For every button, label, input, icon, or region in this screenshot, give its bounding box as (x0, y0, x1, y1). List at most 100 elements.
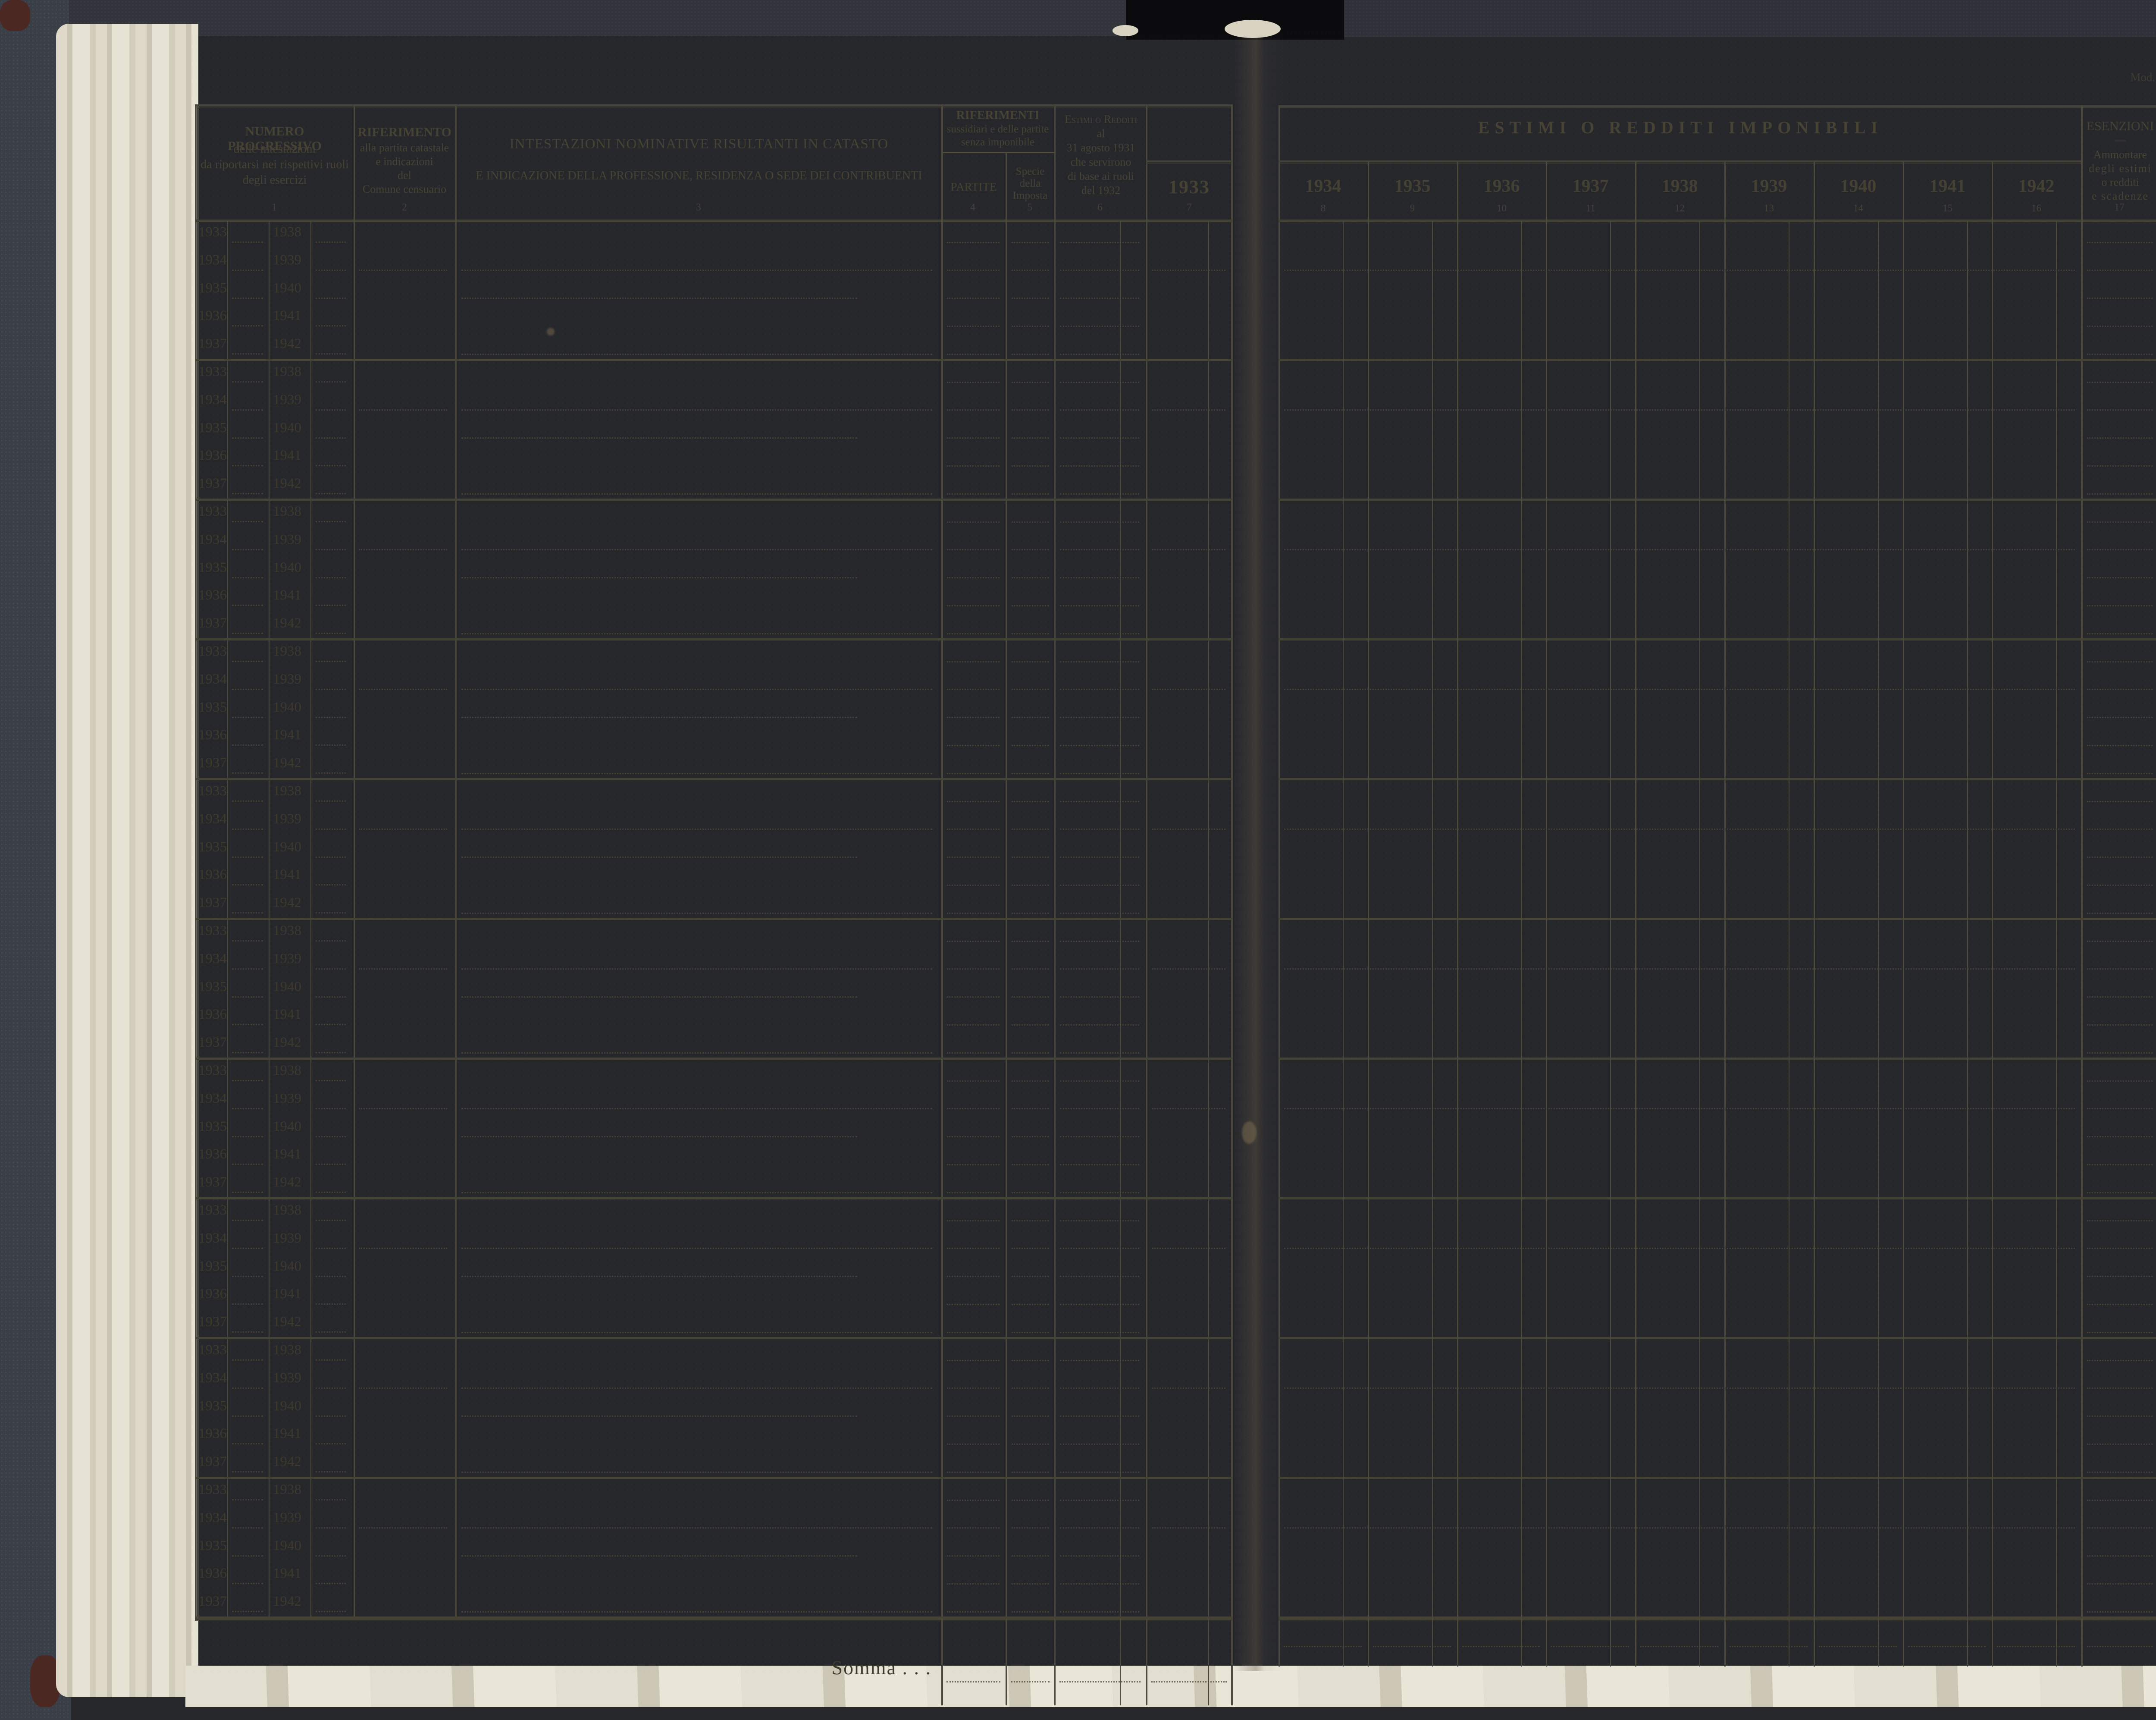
dotted-entry-line (316, 912, 346, 914)
group-bottom-rule (1279, 1477, 2156, 1479)
dotted-writing-line (947, 773, 1000, 774)
dotted-writing-line (1060, 745, 1139, 746)
dotted-writing-line (1012, 493, 1049, 495)
dotted-writing-line (947, 1108, 1000, 1109)
progressivo-row: 1934 1939 (195, 948, 354, 976)
exercise-year-left: 1933 (198, 1482, 227, 1497)
dotted-writing-line (2087, 298, 2153, 299)
dotted-writing-line (1060, 549, 1139, 550)
dotted-writing-line (2087, 968, 2153, 970)
col6-line1: Estimi o Redditi (1064, 113, 1138, 126)
dotted-writing-line (461, 1052, 932, 1054)
dotted-writing-line (1012, 717, 1049, 718)
dotted-writing-line (1060, 1472, 1139, 1473)
exercise-year-left: 1935 (198, 1398, 227, 1414)
col2-col3-separator (455, 104, 457, 1618)
dotted-entry-line (316, 297, 346, 299)
dotted-writing-line (1012, 1108, 1049, 1109)
dotted-writing-line (947, 1220, 1000, 1221)
dotted-writing-line (1060, 1500, 1139, 1501)
dotted-writing-line (2087, 801, 2153, 802)
year-label: 1940 (1840, 176, 1877, 196)
dotted-writing-line (461, 717, 857, 718)
exercise-year-left: 1937 (198, 895, 227, 911)
dotted-writing-line (2087, 326, 2153, 327)
dotted-writing-line (1060, 1387, 1139, 1389)
exercise-year-right: 1941 (273, 1007, 301, 1023)
dotted-writing-line (359, 1108, 447, 1109)
dotted-entry-line (232, 1192, 263, 1193)
year-label: 1939 (1751, 176, 1787, 196)
dotted-writing-line (1152, 409, 1225, 411)
dotted-writing-line (461, 1276, 857, 1277)
exercise-year-right: 1938 (273, 1482, 301, 1497)
dotted-writing-line (461, 1332, 932, 1333)
dotted-writing-line (2087, 1052, 2153, 1054)
dotted-writing-line (1012, 577, 1049, 578)
dotted-entry-line (232, 940, 263, 942)
dotted-writing-line (947, 941, 1000, 942)
dotted-writing-line (1060, 1444, 1139, 1445)
exercise-year-left: 1933 (198, 364, 227, 380)
exercise-year-left: 1935 (198, 1118, 227, 1134)
dotted-writing-line (461, 773, 932, 774)
col1-line4: degli esercizi (242, 173, 307, 187)
group-bottom-rule (195, 638, 1232, 640)
dotted-entry-line (316, 325, 346, 327)
col3-title: INTESTAZIONI NOMINATIVE RISULTANTI IN CA… (509, 136, 889, 152)
row-group: 1933 1938 1934 1939 1935 1940 1936 1941 (0, 1478, 2156, 1619)
col7-number: 7 (1187, 202, 1192, 213)
dotted-writing-line (947, 1360, 1000, 1361)
dotted-entry-line (232, 772, 263, 774)
progressivo-row: 1934 1939 (195, 1367, 354, 1395)
dotted-entry-line (232, 605, 263, 606)
dotted-entry-line (232, 297, 263, 299)
exercise-year-left: 1936 (198, 1286, 227, 1302)
exercise-year-right: 1942 (273, 1594, 301, 1610)
dotted-writing-line (461, 577, 857, 578)
dotted-writing-line (1012, 1472, 1049, 1473)
progressivo-row: 1936 1941 (195, 724, 354, 752)
esenzioni-number: 17 (2114, 202, 2125, 213)
exercise-year-left: 1933 (198, 1202, 227, 1218)
progressivo-row: 1936 1941 (195, 863, 354, 891)
years-band-rule (1279, 160, 2082, 163)
form-model-text: Mod. 111 – Imposte Dirette (2130, 71, 2156, 84)
dotted-entry-line (232, 1583, 263, 1585)
exercise-year-right: 1939 (273, 951, 301, 967)
progressivo-row: 1935 1940 (195, 976, 354, 1004)
dotted-writing-line (2087, 661, 2153, 662)
dotted-writing-line (2087, 1108, 2153, 1109)
progressivo-row: 1935 1940 (195, 277, 354, 305)
dotted-writing-line (1012, 1555, 1049, 1557)
dotted-writing-line (1060, 1164, 1139, 1165)
exercise-year-left: 1936 (198, 308, 227, 324)
col1-col2-separator (354, 104, 355, 1618)
exercise-year-right: 1941 (273, 1426, 301, 1442)
dotted-entry-line (316, 493, 346, 495)
progressivo-row: 1936 1941 (195, 444, 354, 472)
dotted-writing-line (2087, 857, 2153, 858)
dotted-writing-line (461, 1416, 857, 1417)
dotted-writing-line (1012, 1024, 1049, 1026)
dotted-entry-line (316, 437, 346, 439)
group-bottom-rule (1279, 1616, 2156, 1619)
dotted-entry-line (316, 1192, 346, 1193)
progressivo-row: 1937 1942 (195, 752, 354, 780)
exercise-year-left: 1936 (198, 1007, 227, 1023)
dotted-entry-line (232, 269, 263, 271)
group-bottom-rule (1279, 1337, 2156, 1339)
dotted-entry-line (232, 828, 263, 830)
right-table-title: ESTIMI O REDDITI IMPONIBILI (1478, 118, 1883, 137)
somma-dotted-cell (1997, 1646, 2075, 1647)
dotted-entry-line (316, 1108, 346, 1109)
row-group: 1933 1938 1934 1939 1935 1940 1936 1941 (0, 920, 2156, 1060)
progressivo-row: 1936 1941 (195, 1143, 354, 1171)
dotted-writing-line (2087, 1527, 2153, 1529)
dotted-entry-line (232, 521, 263, 522)
col7-band-rule (1146, 160, 1232, 163)
dotted-writing-line (2087, 1611, 2153, 1613)
dotted-writing-line (1152, 1387, 1225, 1389)
progressivo-row: 1935 1940 (195, 1395, 354, 1423)
